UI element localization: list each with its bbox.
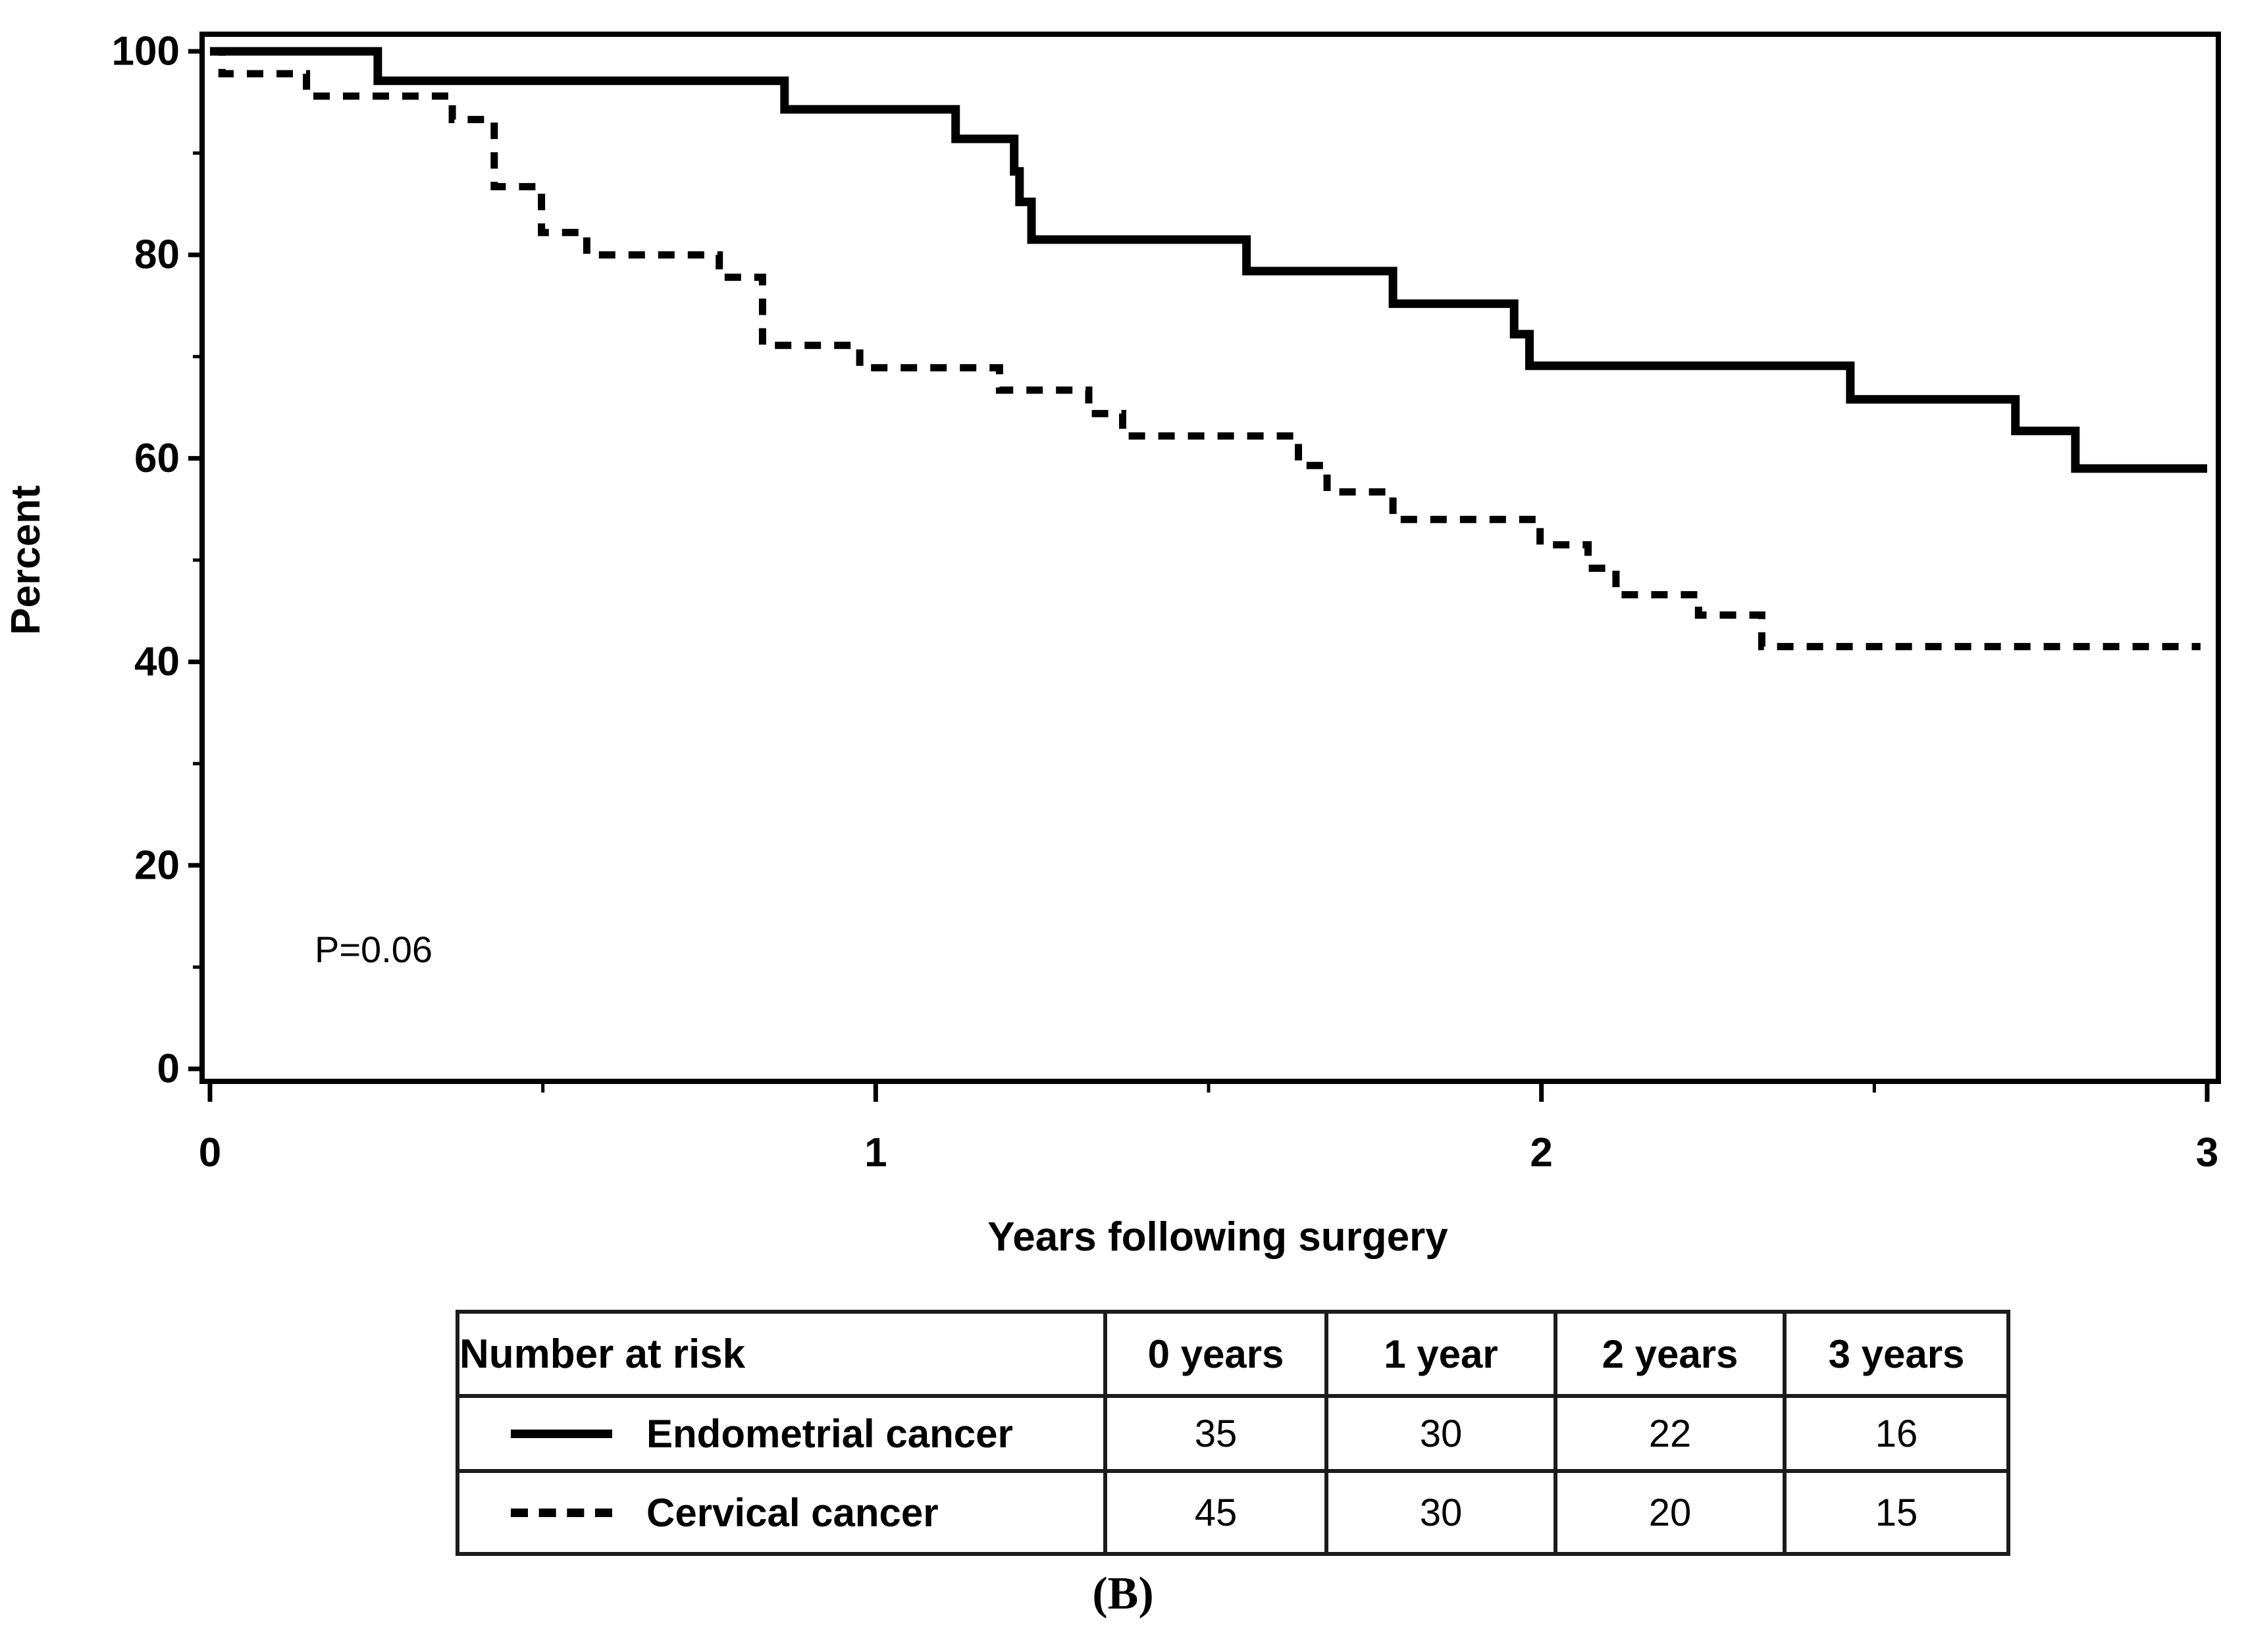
x-tick-label: 3 bbox=[2196, 1130, 2218, 1175]
risk-table-title: Number at risk bbox=[456, 1310, 1107, 1398]
panel-label: (B) bbox=[1092, 1568, 1154, 1619]
y-tick-label: 60 bbox=[134, 436, 180, 481]
plot-frame bbox=[199, 32, 2221, 1084]
y-axis-title: Percent bbox=[3, 485, 49, 634]
y-tick-label: 80 bbox=[134, 232, 180, 278]
x-tick-label: 0 bbox=[199, 1130, 221, 1175]
cervical-at-risk-1y: 30 bbox=[1324, 1469, 1557, 1556]
endometrial-row-label: Endometrial cancer bbox=[646, 1411, 1013, 1456]
number-at-risk-table: Number at risk 0 years 1 year 2 years 3 … bbox=[456, 1310, 2010, 1556]
endometrial-at-risk-1y: 30 bbox=[1324, 1394, 1557, 1473]
table-row-endometrial: Endometrial cancer 35 30 22 16 bbox=[456, 1394, 2010, 1473]
endometrial-at-risk-0y: 35 bbox=[1103, 1394, 1328, 1473]
x-tick-label: 2 bbox=[1530, 1130, 1552, 1175]
endometrial-cancer-curve bbox=[210, 47, 2207, 473]
cervical-at-risk-3y: 15 bbox=[1783, 1469, 2010, 1556]
endometrial-at-risk-3y: 16 bbox=[1783, 1394, 2010, 1473]
cervical-line-swatch-icon bbox=[511, 1508, 612, 1517]
endometrial-line-swatch-icon bbox=[511, 1429, 612, 1438]
y-tick-label: 0 bbox=[157, 1046, 180, 1092]
risk-table-header-row: Number at risk 0 years 1 year 2 years 3 … bbox=[456, 1310, 2010, 1398]
cervical-at-risk-2y: 20 bbox=[1554, 1469, 1787, 1556]
table-row-cervical: Cervical cancer 45 30 20 15 bbox=[456, 1469, 2010, 1556]
risk-col-0-years: 0 years bbox=[1103, 1310, 1328, 1398]
x-axis-title: Years following surgery bbox=[987, 1214, 1448, 1260]
y-tick-label: 100 bbox=[112, 29, 180, 74]
risk-col-2-years: 2 years bbox=[1554, 1310, 1787, 1398]
y-tick-label: 20 bbox=[134, 842, 180, 888]
x-tick-label: 1 bbox=[864, 1130, 887, 1175]
y-tick-label: 40 bbox=[134, 639, 180, 684]
cervical-at-risk-0y: 45 bbox=[1103, 1469, 1328, 1556]
risk-col-3-years: 3 years bbox=[1783, 1310, 2010, 1398]
endometrial-at-risk-2y: 22 bbox=[1554, 1394, 1787, 1473]
cervical-cancer-curve bbox=[210, 47, 2201, 650]
cervical-row-label: Cervical cancer bbox=[646, 1490, 939, 1535]
risk-col-1-year: 1 year bbox=[1324, 1310, 1557, 1398]
p-value-annotation: P=0.06 bbox=[315, 929, 432, 970]
